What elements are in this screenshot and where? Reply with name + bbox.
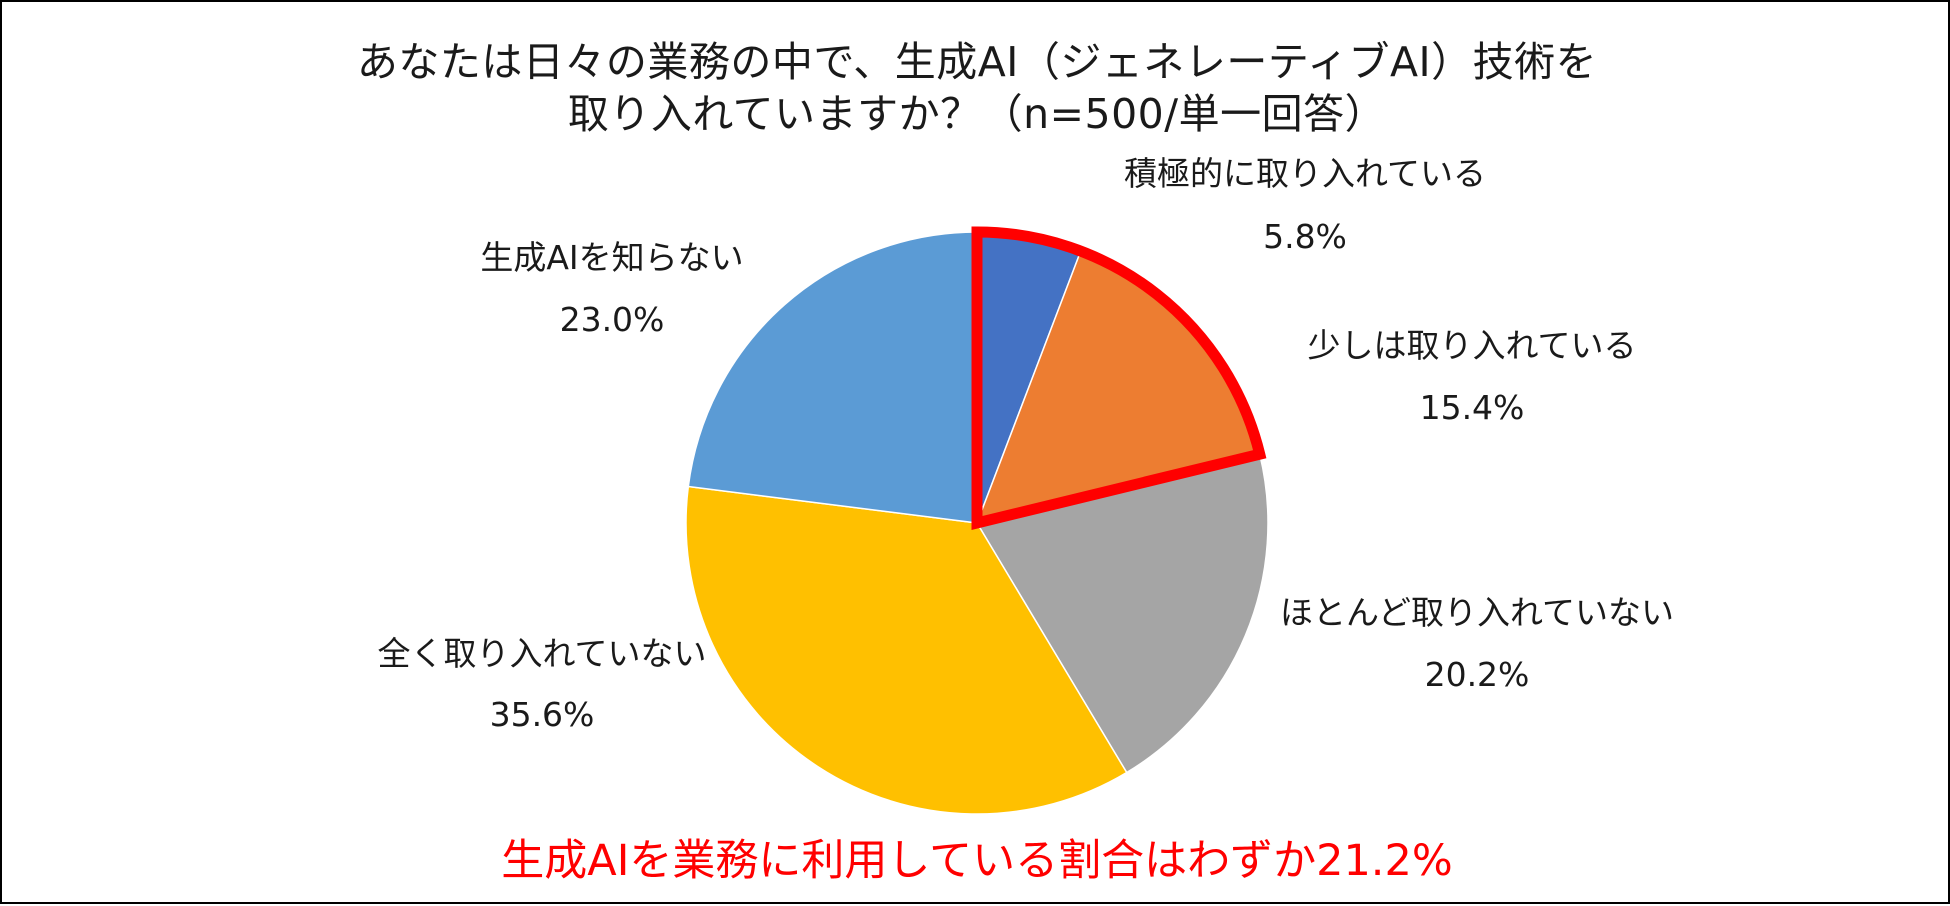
slice-value-unaware: 23.0% xyxy=(559,300,665,339)
pie-slice-not-using xyxy=(685,485,1128,815)
slice-label-actively-using: 積極的に取り入れている xyxy=(1123,154,1487,193)
chart-title-line-1: あなたは日々の業務の中で、生成AI（ジェネレーティブAI）技術を xyxy=(356,38,1598,86)
slice-label-rarely-using: ほとんど取り入れていない xyxy=(1279,593,1675,632)
chart-title-line-2: 取り入れていますか？（n=500/単一回答） xyxy=(567,90,1387,138)
pie-slices xyxy=(685,231,1269,815)
pie-slice-unaware xyxy=(687,231,978,524)
slice-label-unaware: 生成AIを知らない xyxy=(480,238,744,277)
chart-annotation: 生成AIを業務に利用している割合はわずか21.2% xyxy=(501,836,1453,886)
slice-value-rarely-using: 20.2% xyxy=(1424,655,1530,694)
highlight-outline xyxy=(971,226,1267,530)
slice-label-partially-using: 少しは取り入れている xyxy=(1307,326,1637,365)
slice-value-not-using: 35.6% xyxy=(489,695,595,734)
pie-slice-rarely-using xyxy=(975,453,1269,774)
slice-value-actively-using: 5.8% xyxy=(1263,217,1347,256)
slice-value-partially-using: 15.4% xyxy=(1419,388,1525,427)
slice-label-not-using: 全く取り入れていない xyxy=(377,634,707,673)
highlight-outline-path xyxy=(971,226,1267,530)
